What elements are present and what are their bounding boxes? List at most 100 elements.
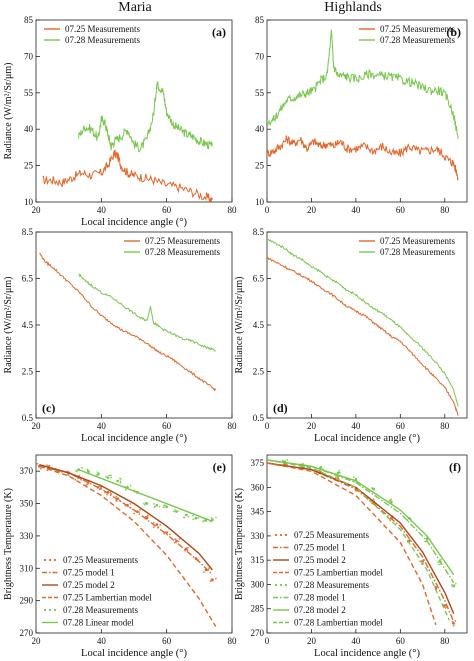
data-point (100, 486, 103, 489)
x-tick-label: 60 (162, 205, 172, 215)
data-point (173, 541, 176, 544)
data-point (152, 521, 155, 524)
series-line (267, 238, 459, 407)
data-point (353, 476, 355, 479)
data-point (286, 463, 288, 466)
y-tick-label: 315 (251, 555, 265, 565)
data-point (267, 460, 268, 463)
legend-entry: 07.25 Measurements (145, 236, 220, 246)
x-tick-label: 20 (32, 421, 42, 431)
data-point (96, 471, 99, 474)
data-point (354, 489, 357, 492)
data-point (197, 517, 200, 519)
legend-entry: 07.25 model 2 (63, 580, 115, 590)
data-point (139, 508, 141, 511)
data-point (48, 464, 51, 467)
plot-frame (266, 454, 468, 634)
x-tick-label: 80 (228, 421, 238, 431)
legend-swatch (284, 583, 288, 587)
data-point (163, 504, 166, 507)
data-point (158, 505, 161, 508)
data-point (36, 462, 39, 465)
model-line (39, 465, 217, 627)
y-tick-label: 10 (255, 197, 265, 207)
x-tick-label: 80 (228, 205, 238, 215)
y-tick-label: 0.5 (253, 413, 265, 423)
data-point (211, 518, 214, 521)
data-point (210, 517, 213, 519)
data-point (119, 480, 122, 483)
data-point (444, 607, 447, 609)
y-tick-label: 8.5 (253, 227, 265, 237)
data-point (155, 503, 159, 507)
data-point (119, 481, 122, 484)
legend-swatch (43, 608, 47, 612)
legend-swatch (274, 583, 278, 587)
legend: 07.25 Measurements 07.25 model 1 07.25 mod… (42, 555, 152, 628)
legend-entry: 07.28 Measurements (65, 35, 140, 45)
panel-label: (f) (449, 460, 461, 474)
model-line (267, 462, 437, 626)
y-tick-label: 270 (20, 628, 34, 638)
x-axis-label: Local incidence angle (°) (81, 217, 187, 228)
model-line (39, 465, 213, 576)
data-point (152, 502, 155, 505)
data-point (202, 571, 205, 574)
y-tick-label: 345 (251, 507, 265, 517)
data-point (74, 469, 77, 472)
data-point (338, 469, 341, 472)
x-axis-label: Local incidence angle (°) (81, 433, 187, 444)
panel-label: (b) (446, 25, 461, 39)
x-tick-label: 20 (32, 205, 42, 215)
data-point (320, 465, 323, 468)
data-point (97, 472, 100, 475)
y-tick-label: 4.5 (253, 320, 265, 330)
legend-swatch (48, 558, 52, 562)
data-point (174, 538, 177, 540)
data-point (335, 476, 337, 479)
data-point (67, 474, 70, 477)
data-point (144, 503, 146, 506)
y-tick-label: 6.5 (253, 274, 265, 284)
x-axis-label: Local incidence angle (°) (81, 648, 187, 659)
y-tick-label: 0.5 (22, 413, 34, 423)
y-tick-label: 10 (24, 197, 34, 207)
data-point (105, 475, 107, 478)
y-tick-label: 2.5 (22, 367, 34, 377)
x-tick-label: 40 (97, 205, 107, 215)
data-point (133, 512, 135, 515)
y-axis-label: Radiance (W/m²/Sr/μm) (234, 277, 245, 374)
legend-swatch (43, 558, 47, 562)
data-point (208, 567, 210, 570)
data-point (192, 514, 194, 517)
series-line (267, 256, 459, 416)
x-tick-label: 60 (396, 205, 406, 215)
data-point (95, 473, 98, 476)
x-tick-label: 60 (162, 421, 172, 431)
chart-panel-d: 0 20 40 60 80 0.5 2.5 4.5 6.5 8.5 Local incidence … (234, 227, 468, 444)
data-point (106, 493, 108, 496)
x-tick-label: 0 (265, 205, 270, 215)
panel-label: (e) (213, 460, 226, 474)
legend-entry: 07.25 Measurements (380, 24, 455, 34)
data-point (46, 469, 49, 472)
legend-entry: 07.25 Measurements (380, 236, 455, 246)
data-point (78, 474, 81, 477)
y-tick-label: 40 (24, 124, 34, 134)
column-title-maria: Maria (118, 0, 152, 15)
model-line (78, 468, 213, 522)
x-tick-label: 80 (440, 421, 450, 431)
series-line (267, 135, 459, 181)
series-line (39, 252, 217, 392)
y-tick-label: 270 (251, 628, 265, 638)
x-tick-label: 80 (440, 205, 450, 215)
x-tick-label: 40 (351, 421, 361, 431)
data-point (424, 540, 427, 543)
x-tick-label: 20 (307, 205, 317, 215)
legend-swatch (53, 608, 57, 612)
data-point (144, 502, 147, 504)
data-point (110, 476, 112, 479)
legend-entry: 07.25 Measurements (294, 530, 369, 540)
